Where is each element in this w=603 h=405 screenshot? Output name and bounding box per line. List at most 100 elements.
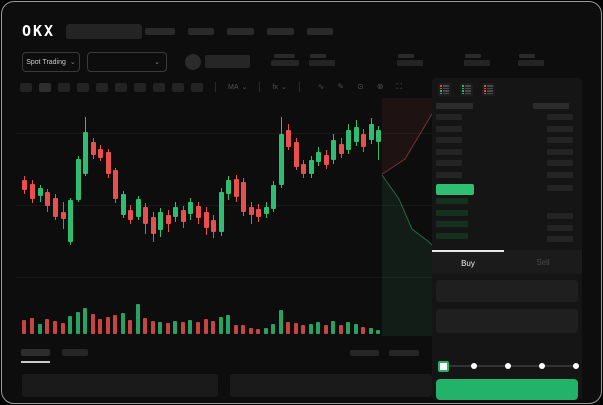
bid-price-row[interactable]	[436, 209, 468, 216]
fullscreen-icon[interactable]: ⛶	[396, 82, 403, 91]
ask-amount-row[interactable]	[547, 114, 573, 120]
gridline	[16, 277, 432, 278]
ask-price-row[interactable]	[436, 137, 462, 143]
bid-price-row[interactable]	[436, 232, 468, 239]
book-both-icon[interactable]	[438, 83, 451, 96]
timeframe-button-3[interactable]	[58, 82, 70, 92]
amount-input[interactable]	[436, 309, 578, 333]
slider-stop-4[interactable]	[573, 363, 579, 369]
amount-slider[interactable]	[438, 361, 579, 372]
candlestick-chart[interactable]	[2, 2, 432, 342]
bid-amount-row[interactable]	[547, 213, 573, 219]
volume-bar	[301, 325, 305, 334]
bottom-tab-2[interactable]	[62, 349, 88, 356]
volume-bar	[264, 328, 268, 334]
nav-item-4[interactable]	[267, 28, 294, 35]
ask-amount-row[interactable]	[547, 185, 573, 191]
candle-body	[324, 155, 329, 165]
ask-amount-row[interactable]	[547, 160, 573, 166]
volume-bar	[113, 315, 117, 334]
trading-mode-label: Spot Trading	[26, 58, 66, 66]
okx-logo: OKX	[22, 22, 56, 40]
timeframe-button-8[interactable]	[153, 82, 165, 92]
book-bids-icon[interactable]	[460, 83, 473, 96]
candle-body	[83, 132, 88, 174]
trading-mode-selector[interactable]: Spot Trading ⌄	[22, 52, 80, 72]
settings-icon[interactable]: ⊗	[376, 82, 384, 91]
timeframe-button-10[interactable]	[191, 82, 203, 92]
timeframe-button-9[interactable]	[172, 82, 184, 92]
timeframe-button-1[interactable]	[20, 82, 32, 92]
search-input[interactable]	[66, 24, 142, 39]
ask-price-row[interactable]	[436, 114, 462, 120]
volume-bar	[61, 323, 65, 334]
ma-dropdown-label: MA	[228, 83, 239, 91]
ask-price-row[interactable]	[436, 148, 462, 155]
bid-price-row[interactable]	[436, 221, 468, 227]
nav-item-3[interactable]	[227, 28, 254, 35]
book-asks-icon[interactable]	[482, 83, 495, 96]
slider-stop-2[interactable]	[505, 363, 511, 369]
candle-body	[61, 212, 66, 219]
bottom-action-2[interactable]	[389, 350, 419, 356]
timeframe-button-4[interactable]	[77, 82, 89, 92]
volume-bar	[83, 308, 87, 334]
bottom-action-1[interactable]	[350, 350, 379, 356]
bottom-tab-active[interactable]	[21, 349, 50, 356]
pencil-icon[interactable]: ✎	[337, 82, 345, 91]
stat-value-placeholder	[309, 60, 335, 66]
stat-value-placeholder	[397, 60, 423, 66]
timeframe-button-6[interactable]	[115, 82, 127, 92]
ma-dropdown[interactable]: MA ⌄	[228, 83, 247, 92]
ask-amount-row[interactable]	[547, 171, 573, 178]
volume-bar	[211, 321, 215, 334]
volume-bar	[173, 321, 177, 334]
stat-label-placeholder	[519, 54, 535, 58]
candle-body	[188, 202, 193, 214]
nav-item-5[interactable]	[307, 28, 333, 35]
volume-bar	[361, 327, 365, 334]
candle-body	[53, 198, 58, 217]
toolbar-divider	[215, 82, 216, 92]
indicator-dropdown[interactable]: fx ⌄	[272, 83, 286, 92]
gridline	[16, 205, 432, 206]
orderbook-header-price	[436, 103, 473, 109]
toolbar-divider	[259, 82, 261, 92]
camera-icon[interactable]: ⊙	[357, 82, 364, 91]
slider-stop-3[interactable]	[539, 363, 545, 369]
timeframe-button-7[interactable]	[134, 82, 146, 92]
ask-price-row[interactable]	[436, 160, 462, 166]
slider-stop-1[interactable]	[471, 363, 477, 369]
ask-price-row[interactable]	[436, 125, 462, 132]
orderbook-last-price-bar[interactable]	[436, 184, 474, 195]
tab-sell[interactable]: Sell	[536, 257, 550, 267]
price-input[interactable]	[436, 280, 578, 302]
bid-price-row[interactable]	[436, 198, 468, 204]
timeframe-button-5[interactable]	[96, 82, 108, 92]
timeframe-button-2[interactable]	[39, 82, 51, 92]
volume-bar	[158, 322, 162, 334]
slider-handle[interactable]	[438, 361, 449, 372]
volume-bar	[68, 316, 72, 334]
bid-amount-row[interactable]	[547, 224, 573, 231]
bid-amount-row[interactable]	[547, 236, 573, 242]
pair-selector[interactable]: ⌄	[87, 52, 167, 72]
candle-body	[241, 182, 246, 212]
stat-group-2	[397, 54, 423, 66]
wave-icon[interactable]: ∿	[317, 82, 325, 91]
tab-buy[interactable]: Buy	[432, 250, 504, 274]
ask-price-row[interactable]	[436, 171, 462, 178]
candle-body	[166, 215, 171, 224]
candle-body	[361, 134, 366, 147]
ask-amount-row[interactable]	[547, 148, 573, 155]
candle-body	[196, 206, 201, 218]
volume-bar	[76, 312, 80, 334]
ask-amount-row[interactable]	[547, 137, 573, 143]
nav-item-2[interactable]	[188, 28, 214, 35]
buy-button[interactable]	[436, 379, 578, 400]
ask-amount-row[interactable]	[547, 125, 573, 132]
volume-bar	[30, 318, 34, 334]
stat-group-4	[518, 54, 544, 66]
nav-item-1[interactable]	[145, 28, 175, 35]
depth-chart	[381, 98, 433, 336]
